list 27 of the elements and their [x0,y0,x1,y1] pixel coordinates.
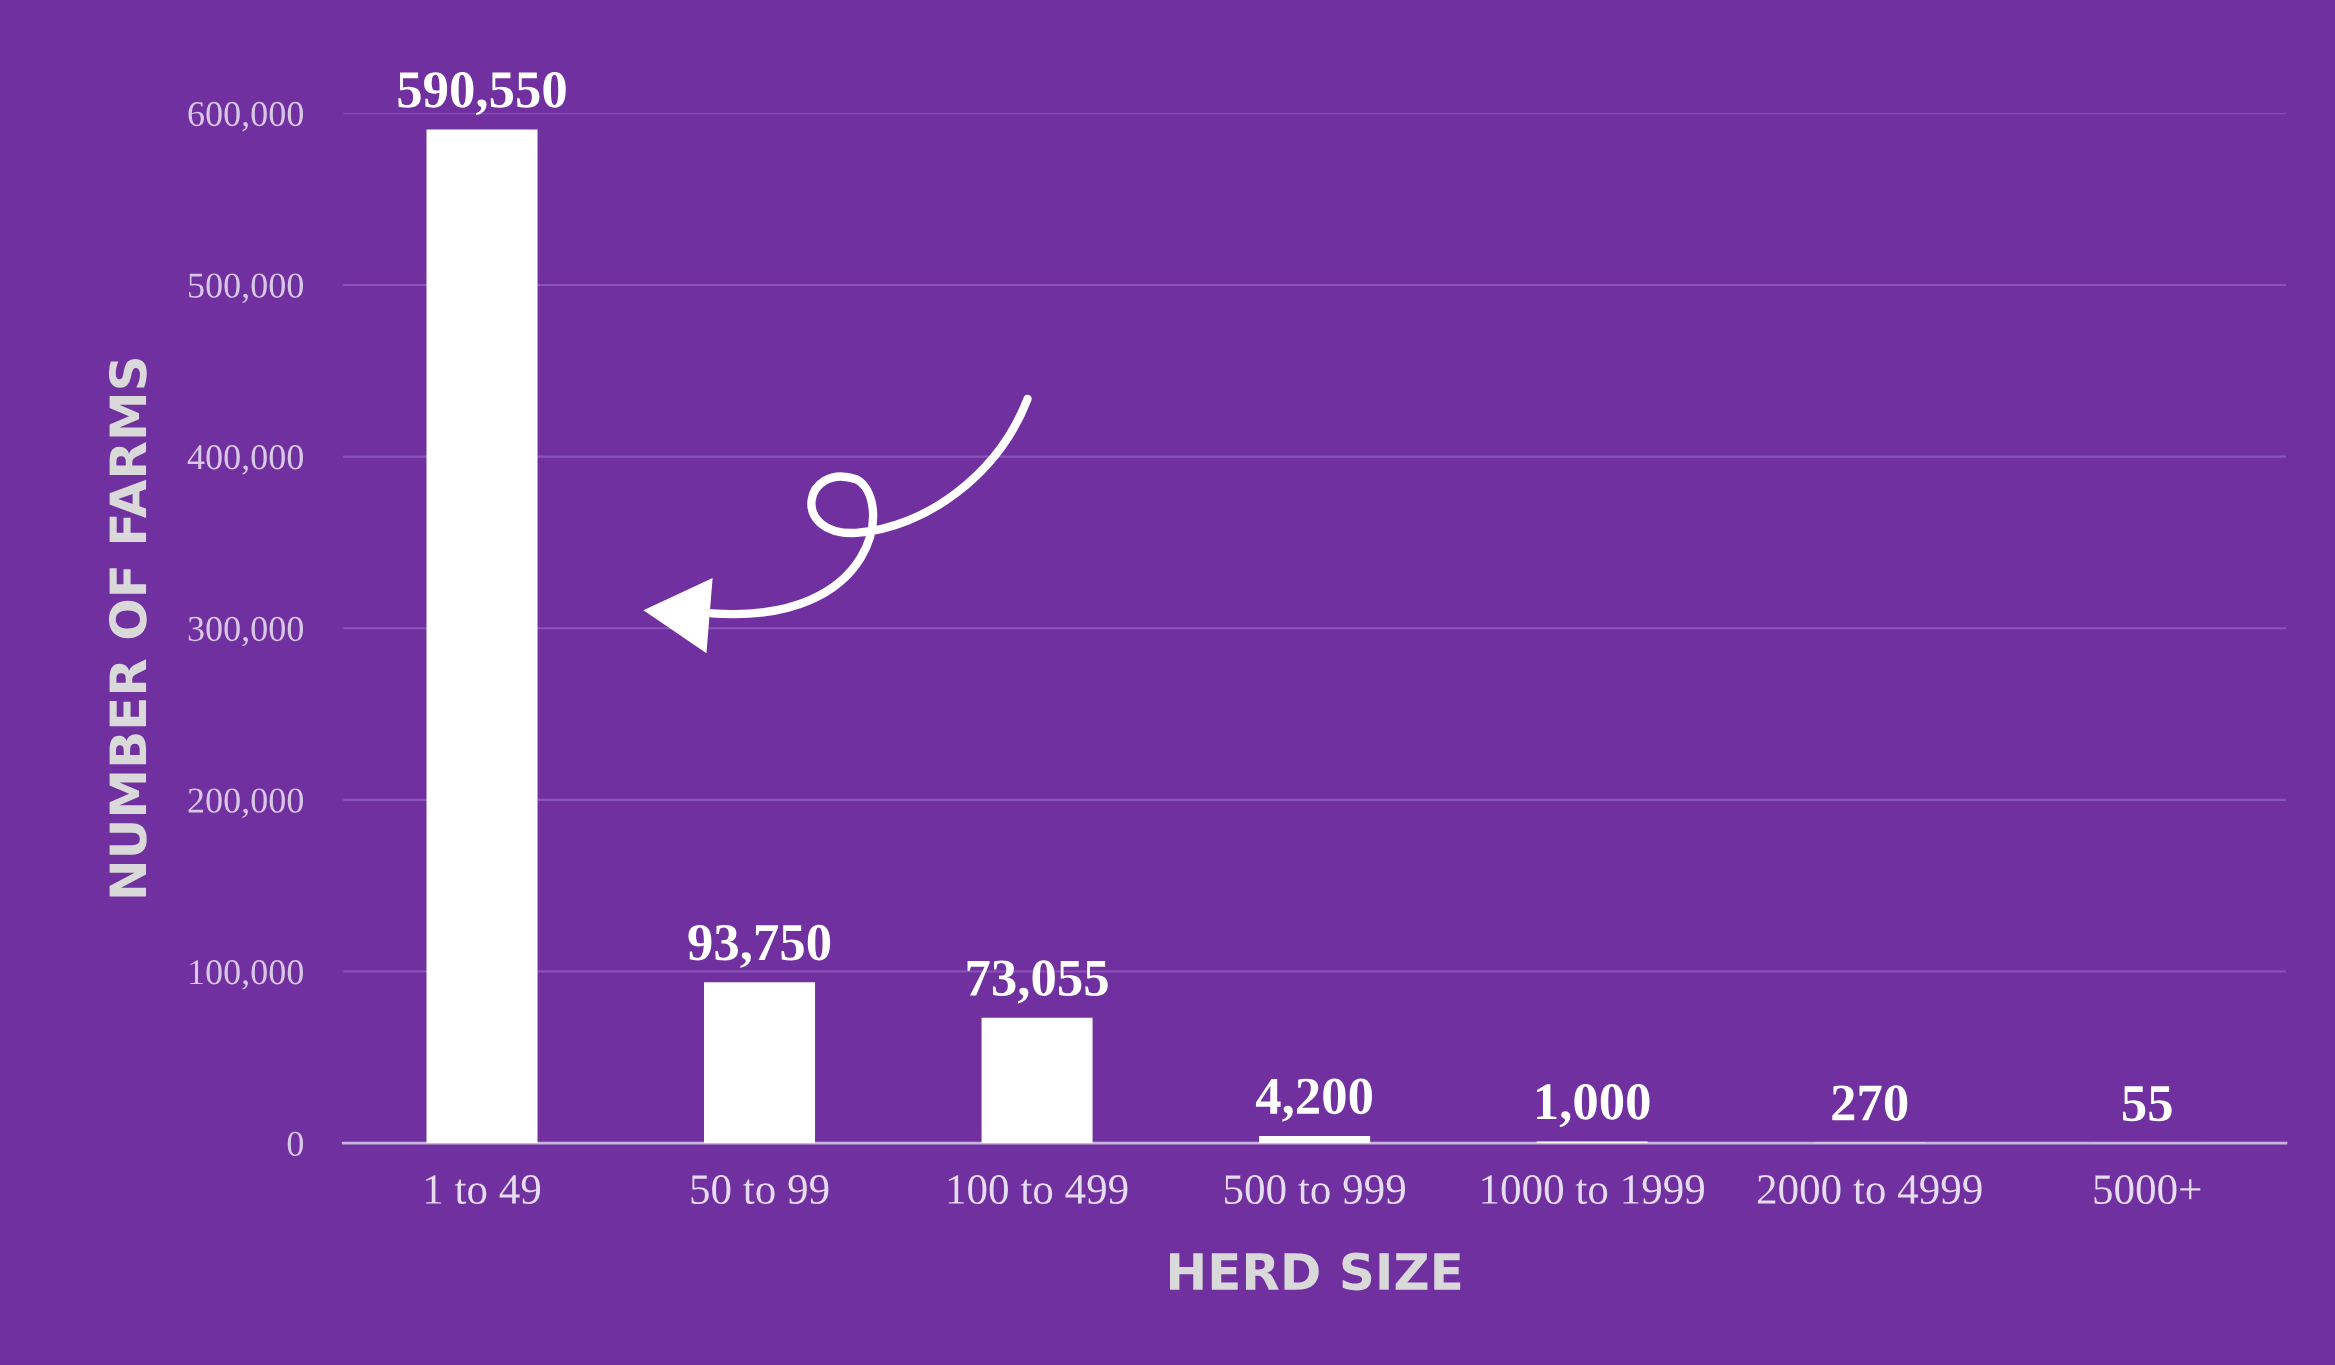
y-tick-label: 100,000 [190,960,303,990]
y-tick-label: 0 [287,1131,303,1157]
data-label: 590,550 [398,72,566,116]
data-label: 73,055 [967,960,1108,1004]
y-axis-title: NUMBER OF FARMS [108,358,147,897]
data-label: 93,750 [688,924,831,969]
x-tick-label: 50 to 99 [691,1174,829,1205]
x-tick-label: 100 to 499 [948,1174,1128,1205]
bar [426,129,538,1144]
y-tick-label: 500,000 [189,273,303,304]
y-tick-label: 600,000 [188,101,303,132]
data-label: 270 [1832,1085,1908,1121]
x-tick-label: 2000 to 4999 [1757,1174,1982,1205]
bar [981,1017,1093,1144]
data-label: 55 [2122,1086,2172,1122]
x-tick-label: 500 to 999 [1225,1174,1405,1205]
data-label: 4,200 [1255,1078,1372,1122]
bar [1259,1135,1371,1144]
x-tick-label: 1 to 49 [426,1175,541,1205]
x-tick-label: 1000 to 1999 [1482,1174,1704,1205]
x-tick-label: 5000+ [2094,1174,2201,1205]
bar [704,982,816,1144]
x-axis-title: HERD SIZE [1169,1252,1461,1291]
y-tick-label: 200,000 [188,788,303,818]
y-tick-label: 300,000 [188,616,303,647]
data-label: 1,000 [1536,1084,1650,1128]
y-tick-label: 400,000 [187,445,303,475]
